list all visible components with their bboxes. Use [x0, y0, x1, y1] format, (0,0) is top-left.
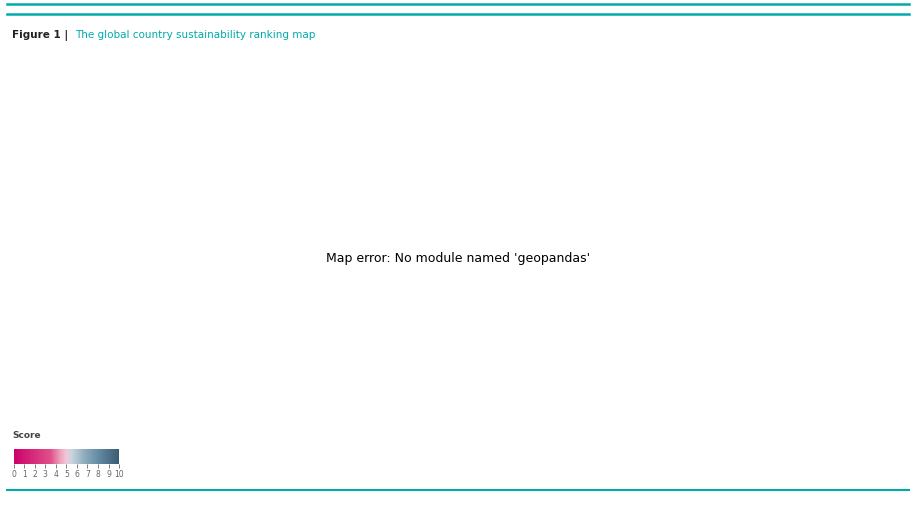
Text: The global country sustainability ranking map: The global country sustainability rankin…	[75, 30, 315, 41]
Text: Map error: No module named 'geopandas': Map error: No module named 'geopandas'	[326, 252, 590, 265]
Text: Score: Score	[13, 431, 41, 440]
Text: Figure 1 |: Figure 1 |	[12, 30, 68, 41]
